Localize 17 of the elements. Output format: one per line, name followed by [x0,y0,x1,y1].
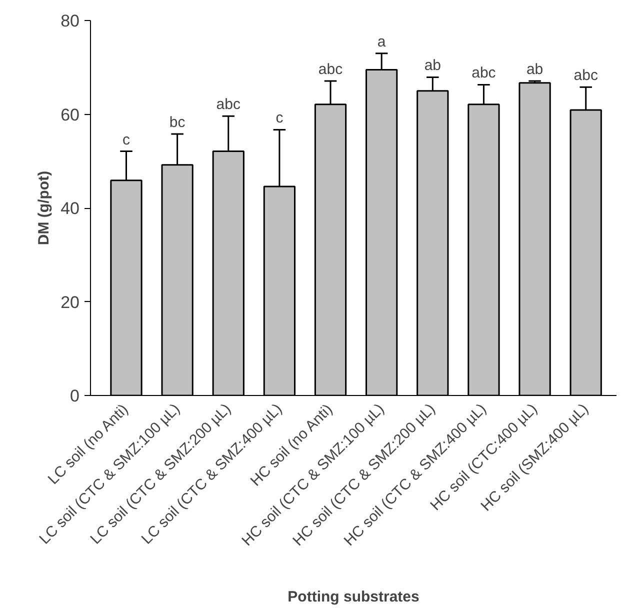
annotation: abc [318,60,344,78]
annotation: bc [169,114,186,131]
x-axis-title: Potting substrates [288,588,420,606]
annotation: abc [216,96,241,114]
y-tick-label: 60 [60,105,80,124]
annotation: c [122,131,130,148]
y-tick-label: 40 [60,199,80,218]
annotation: c [276,110,284,127]
y-tick-label: 80 [60,12,80,30]
annotation: abc [472,64,496,82]
y-axis-title: DM (g/pot) [36,170,53,246]
y-tick-label: 0 [70,386,80,406]
annotation: ab [424,57,441,74]
annotation: abc [574,67,598,84]
y-tick-label: 20 [60,292,80,312]
annotation: ab [526,60,544,78]
annotation: a [377,33,386,50]
